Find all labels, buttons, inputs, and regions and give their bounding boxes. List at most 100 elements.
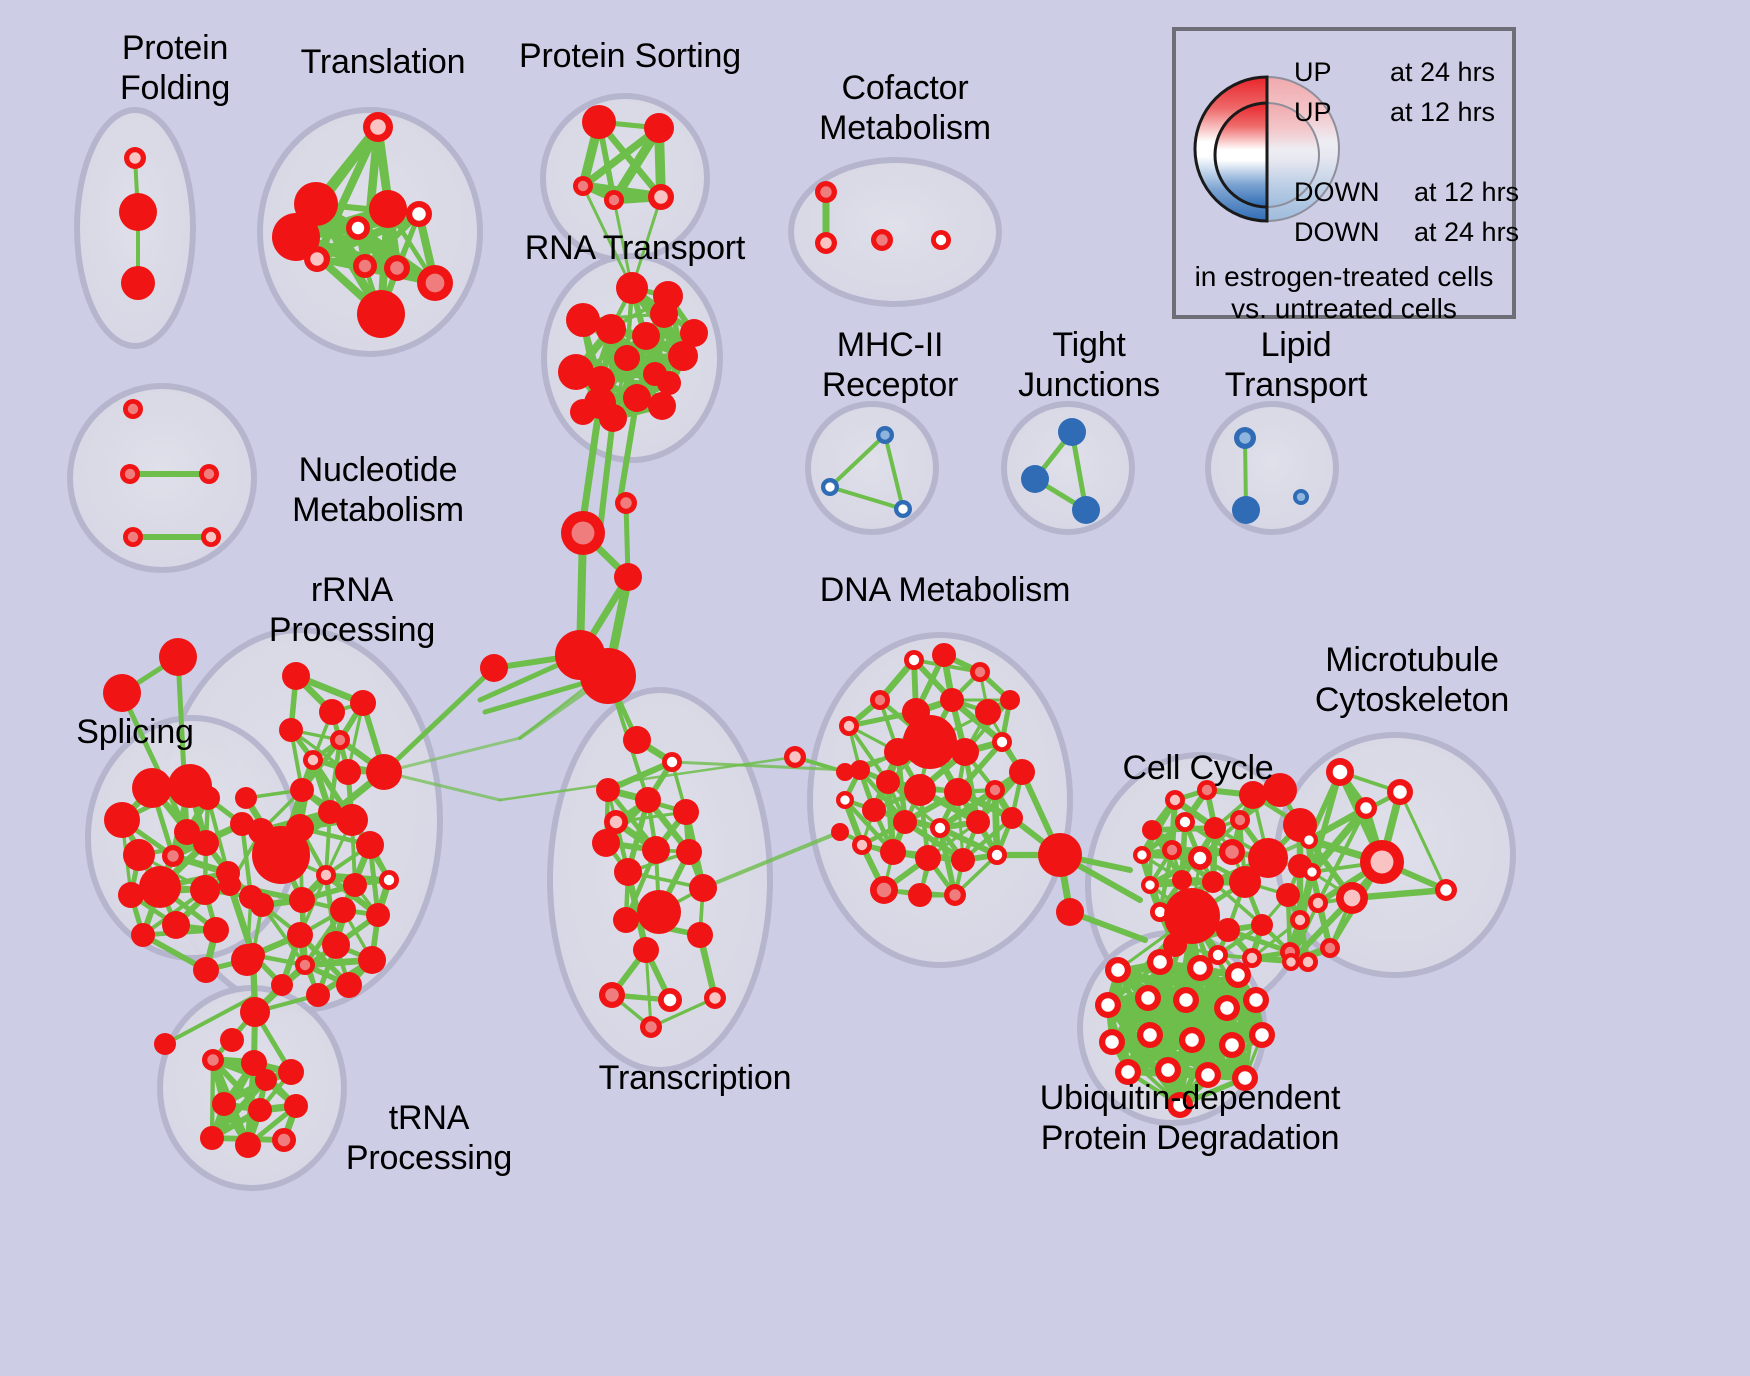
edge xyxy=(1308,804,1370,876)
node-outer-ring xyxy=(119,193,157,231)
node-outer-ring xyxy=(235,787,257,809)
node-outer-ring xyxy=(966,810,990,834)
node-outer-ring xyxy=(104,802,140,838)
node-inner-disc xyxy=(709,992,721,1004)
node-outer-ring xyxy=(951,738,979,766)
node-outer-ring xyxy=(336,804,368,836)
node-inner-disc xyxy=(1220,1001,1234,1015)
node-inner-disc xyxy=(1179,816,1191,828)
node-inner-disc xyxy=(935,234,947,246)
node-inner-disc xyxy=(1393,785,1407,799)
node-outer-ring xyxy=(356,831,384,859)
node-inner-disc xyxy=(1238,1071,1252,1085)
node-inner-disc xyxy=(358,259,372,273)
cluster-label-mhc-ii-receptor: MHC-II Receptor xyxy=(821,326,959,404)
node-inner-disc xyxy=(608,194,620,206)
edge xyxy=(119,690,190,835)
node-inner-disc xyxy=(1185,1033,1199,1047)
node-outer-ring xyxy=(876,770,900,794)
legend-dir-0: UP xyxy=(1294,57,1332,87)
node-outer-ring xyxy=(580,648,636,704)
node-inner-disc xyxy=(1302,956,1314,968)
edge xyxy=(936,786,999,832)
edge xyxy=(208,1076,270,1142)
cluster-label-splicing: Splicing xyxy=(76,713,194,751)
node-outer-ring xyxy=(290,778,314,802)
legend-time-3: at 24 hrs xyxy=(1414,217,1520,247)
node-outer-ring xyxy=(200,1126,224,1150)
edge xyxy=(670,760,850,772)
node-inner-disc xyxy=(307,754,319,766)
node-inner-disc xyxy=(874,694,886,706)
node-outer-ring xyxy=(1056,898,1084,926)
node-inner-disc xyxy=(351,221,365,235)
node-outer-ring xyxy=(623,726,651,754)
node-outer-ring xyxy=(190,875,220,905)
node-outer-ring xyxy=(1000,690,1020,710)
node-inner-disc xyxy=(390,261,404,275)
node-outer-ring xyxy=(1204,817,1226,839)
node-outer-ring xyxy=(322,931,350,959)
node-outer-ring xyxy=(558,354,594,390)
node-outer-ring xyxy=(623,384,651,412)
node-outer-ring xyxy=(366,903,390,927)
node-outer-ring xyxy=(599,404,627,432)
node-inner-disc xyxy=(898,504,908,514)
node-outer-ring xyxy=(570,399,596,425)
edge xyxy=(1315,805,1369,906)
node-outer-ring xyxy=(250,893,274,917)
node-outer-ring xyxy=(596,314,626,344)
node-outer-ring xyxy=(676,839,702,865)
node-inner-disc xyxy=(1105,1035,1119,1049)
node-inner-disc xyxy=(609,815,623,829)
node-inner-disc xyxy=(370,119,386,135)
node-inner-disc xyxy=(1249,993,1263,1007)
node-outer-ring xyxy=(1276,883,1300,907)
node-inner-disc xyxy=(1166,844,1178,856)
node-inner-disc xyxy=(1212,949,1224,961)
node-inner-disc xyxy=(1141,991,1155,1005)
cluster-ellipse-tight-junctions xyxy=(1001,401,1135,535)
node-inner-disc xyxy=(825,482,835,492)
node-inner-disc xyxy=(1145,880,1155,890)
legend-footer-line2: vs. untreated cells xyxy=(1231,293,1457,324)
node-outer-ring xyxy=(284,1094,308,1118)
node-outer-ring xyxy=(836,763,854,781)
edge xyxy=(1250,918,1302,960)
cluster-label-nucleotide-metabolism: Nucleotide Metabolism xyxy=(292,451,464,529)
node-inner-disc xyxy=(1255,1028,1269,1042)
edge xyxy=(649,996,717,1029)
legend-gradient-circle xyxy=(1193,75,1340,223)
node-outer-ring xyxy=(366,754,402,790)
node-inner-disc xyxy=(843,720,855,732)
node-outer-ring xyxy=(951,848,975,872)
node-outer-ring xyxy=(357,290,405,338)
node-outer-ring xyxy=(1232,496,1260,524)
node-outer-ring xyxy=(335,759,361,785)
node-outer-ring xyxy=(220,1028,244,1052)
node-inner-disc xyxy=(1307,867,1317,877)
node-outer-ring xyxy=(1058,418,1086,446)
node-inner-disc xyxy=(571,521,595,545)
node-inner-disc xyxy=(789,751,801,763)
node-outer-ring xyxy=(343,873,367,897)
cluster-label-rrna-processing: rRNA Processing xyxy=(268,571,436,649)
node-inner-disc xyxy=(1440,884,1452,896)
edge xyxy=(883,433,905,511)
legend-time-2: at 12 hrs xyxy=(1414,177,1520,207)
node-inner-disc xyxy=(425,273,445,293)
node-inner-disc xyxy=(383,874,395,886)
cluster-label-tight-junctions: Tight Junctions xyxy=(1018,326,1160,404)
node-outer-ring xyxy=(1001,807,1023,829)
node-outer-ring xyxy=(278,1059,304,1085)
node-outer-ring xyxy=(287,922,313,948)
edge xyxy=(597,415,616,533)
node-inner-disc xyxy=(820,186,832,198)
node-inner-disc xyxy=(934,822,946,834)
node-inner-disc xyxy=(1153,955,1167,969)
node-outer-ring xyxy=(306,983,330,1007)
node-outer-ring xyxy=(689,874,717,902)
node-outer-ring xyxy=(255,1069,277,1091)
node-outer-ring xyxy=(358,946,386,974)
